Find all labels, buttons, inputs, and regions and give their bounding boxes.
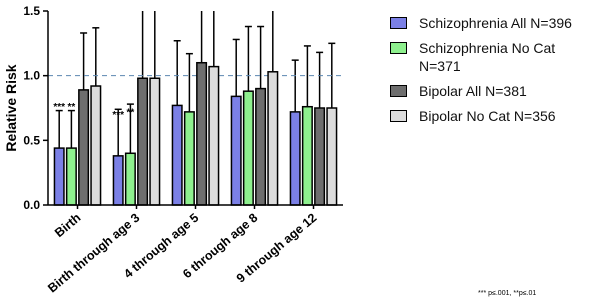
legend-item: Bipolar All N=381 bbox=[390, 82, 595, 100]
x-tick-label: Birth bbox=[52, 211, 83, 240]
legend-label: Bipolar No Cat N=356 bbox=[419, 108, 556, 124]
legend-label: Bipolar All N=381 bbox=[419, 83, 527, 99]
bar bbox=[301, 105, 313, 206]
bar bbox=[78, 89, 90, 206]
significance-label: *** bbox=[112, 110, 124, 121]
plot-area bbox=[55, 11, 336, 156]
legend-swatch bbox=[390, 42, 407, 54]
bar bbox=[230, 95, 242, 206]
legend-item: Schizophrenia No Cat N=371 bbox=[390, 39, 595, 75]
bar bbox=[208, 65, 220, 206]
bar bbox=[267, 71, 279, 206]
y-tick-label: 0.5 bbox=[23, 133, 40, 147]
bar bbox=[183, 111, 195, 206]
legend-label: Schizophrenia All N=396 bbox=[419, 15, 572, 31]
footnote: *** p≤.001, **p≤.01 bbox=[478, 290, 537, 297]
bar bbox=[255, 87, 267, 206]
y-tick-label: 1.5 bbox=[23, 4, 40, 18]
legend-label: Schizophrenia No Cat N=371 bbox=[419, 40, 556, 74]
significance-label: ** bbox=[68, 102, 76, 113]
y-tick-label: 1.0 bbox=[23, 69, 40, 83]
legend-item: Schizophrenia All N=396 bbox=[390, 14, 595, 32]
bar bbox=[326, 107, 338, 206]
bar bbox=[65, 147, 77, 206]
legend-item: Bipolar No Cat N=356 bbox=[390, 107, 595, 125]
bar bbox=[196, 61, 208, 206]
significance-label: *** bbox=[53, 102, 65, 113]
legend-swatch bbox=[390, 110, 407, 122]
bar bbox=[242, 90, 254, 206]
bar bbox=[137, 77, 149, 206]
y-axis-label: Relative Risk bbox=[3, 64, 19, 151]
y-tick-label: 0.0 bbox=[23, 198, 40, 212]
bar bbox=[314, 107, 326, 206]
legend-swatch bbox=[390, 85, 407, 97]
bar bbox=[171, 104, 183, 206]
bar bbox=[124, 152, 136, 206]
bar bbox=[90, 85, 102, 206]
legend: Schizophrenia All N=396 Schizophrenia No … bbox=[390, 14, 595, 132]
chart: Relative Risk 0.00.51.01.5*** **Birth*** *… bbox=[3, 4, 343, 295]
bar bbox=[149, 77, 161, 206]
legend-swatch bbox=[390, 17, 407, 29]
bar bbox=[112, 155, 124, 206]
bar bbox=[289, 111, 301, 206]
significance-label: ** bbox=[127, 107, 135, 118]
bar bbox=[53, 147, 65, 206]
